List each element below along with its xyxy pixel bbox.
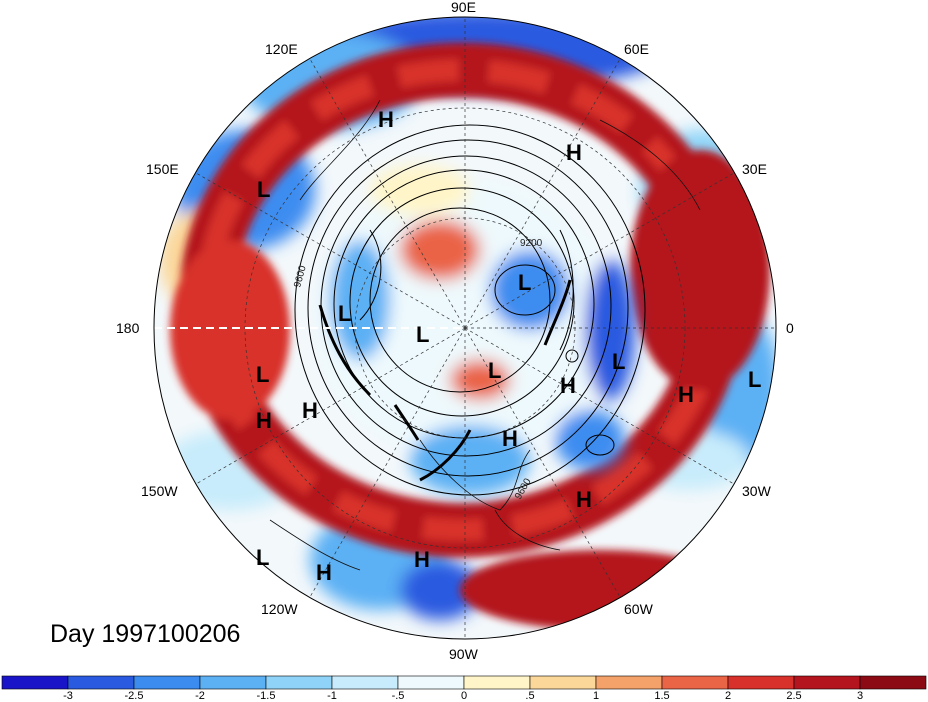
pressure-center-label: L: [256, 545, 269, 570]
colorbar-swatch: [331, 675, 399, 690]
colorbar-tick-label: .5: [525, 690, 534, 702]
colorbar-tick-label: 2: [725, 690, 731, 702]
lon-label-60e: 60E: [624, 41, 649, 57]
lon-label-120e: 120E: [265, 41, 298, 57]
colorbar-swatch: [1, 675, 69, 690]
pressure-center-label: H: [316, 560, 332, 585]
lon-label-0: 0: [786, 320, 794, 336]
colorbar-tick-label: -2: [195, 690, 205, 702]
pressure-center-label: L: [612, 349, 625, 374]
colorbar-swatch: [595, 675, 663, 690]
colorbar-swatch: [859, 675, 927, 690]
colorbar-tick-label: -1: [327, 690, 337, 702]
pressure-center-label: H: [302, 398, 318, 423]
colorbar-tick-label: -.5: [392, 690, 405, 702]
pressure-center-label: H: [566, 140, 582, 165]
lon-label-60w: 60W: [624, 601, 654, 617]
plot-title: Day 1997100206: [50, 620, 241, 648]
pressure-center-label: H: [576, 487, 592, 512]
colorbar-swatch: [727, 675, 795, 690]
pressure-center-label: L: [748, 367, 761, 392]
pressure-center-label: H: [560, 373, 576, 398]
pressure-center-label: H: [256, 408, 272, 433]
colorbar-tick-label: 0: [461, 690, 467, 702]
pressure-center-label: L: [257, 177, 270, 202]
colorbar-tick-label: 1: [593, 690, 599, 702]
pressure-center-label: H: [378, 107, 394, 132]
contour-label: 9200: [520, 238, 543, 249]
lon-label-90e: 90E: [451, 0, 476, 15]
lon-label-150w: 150W: [141, 483, 178, 499]
colorbar-tick-label: 3: [857, 690, 863, 702]
pressure-center-label: L: [256, 362, 269, 387]
colorbar-swatch: [397, 675, 465, 690]
lon-label-150e: 150E: [146, 161, 179, 177]
lon-label-120w: 120W: [261, 601, 298, 617]
pressure-center-label: L: [338, 301, 351, 326]
colorbar-swatch: [661, 675, 729, 690]
colorbar-tick-label: 1.5: [654, 690, 669, 702]
pressure-center-label: L: [488, 358, 501, 383]
colorbar-swatch: [529, 675, 597, 690]
colorbar-swatch: [793, 675, 861, 690]
colorbar-tick-label: 2.5: [786, 690, 801, 702]
colorbar-swatch: [199, 675, 267, 690]
colorbar-tick-label: -1.5: [257, 690, 276, 702]
pressure-center-label: H: [678, 382, 694, 407]
lon-label-30w: 30W: [742, 483, 772, 499]
lon-label-180: 180: [116, 320, 140, 336]
colorbar-tick-label: -3: [63, 690, 73, 702]
pressure-center-label: L: [518, 270, 531, 295]
lon-label-90w: 90W: [449, 646, 479, 662]
pressure-center-label: H: [414, 547, 430, 572]
colorbar: -3 -2.5 -2 -1.5 -1 -.5 0 .5 1 1.5 2 2.5 3: [1, 675, 927, 702]
colorbar-swatch: [133, 675, 201, 690]
colorbar-swatch: [67, 675, 135, 690]
anomaly-field: [154, 17, 776, 639]
pressure-center-label: L: [416, 322, 429, 347]
colorbar-tick-label: -2.5: [125, 690, 144, 702]
colorbar-swatch: [265, 675, 333, 690]
lon-label-30e: 30E: [742, 161, 767, 177]
colorbar-swatch: [463, 675, 531, 690]
pressure-center-label: H: [502, 426, 518, 451]
